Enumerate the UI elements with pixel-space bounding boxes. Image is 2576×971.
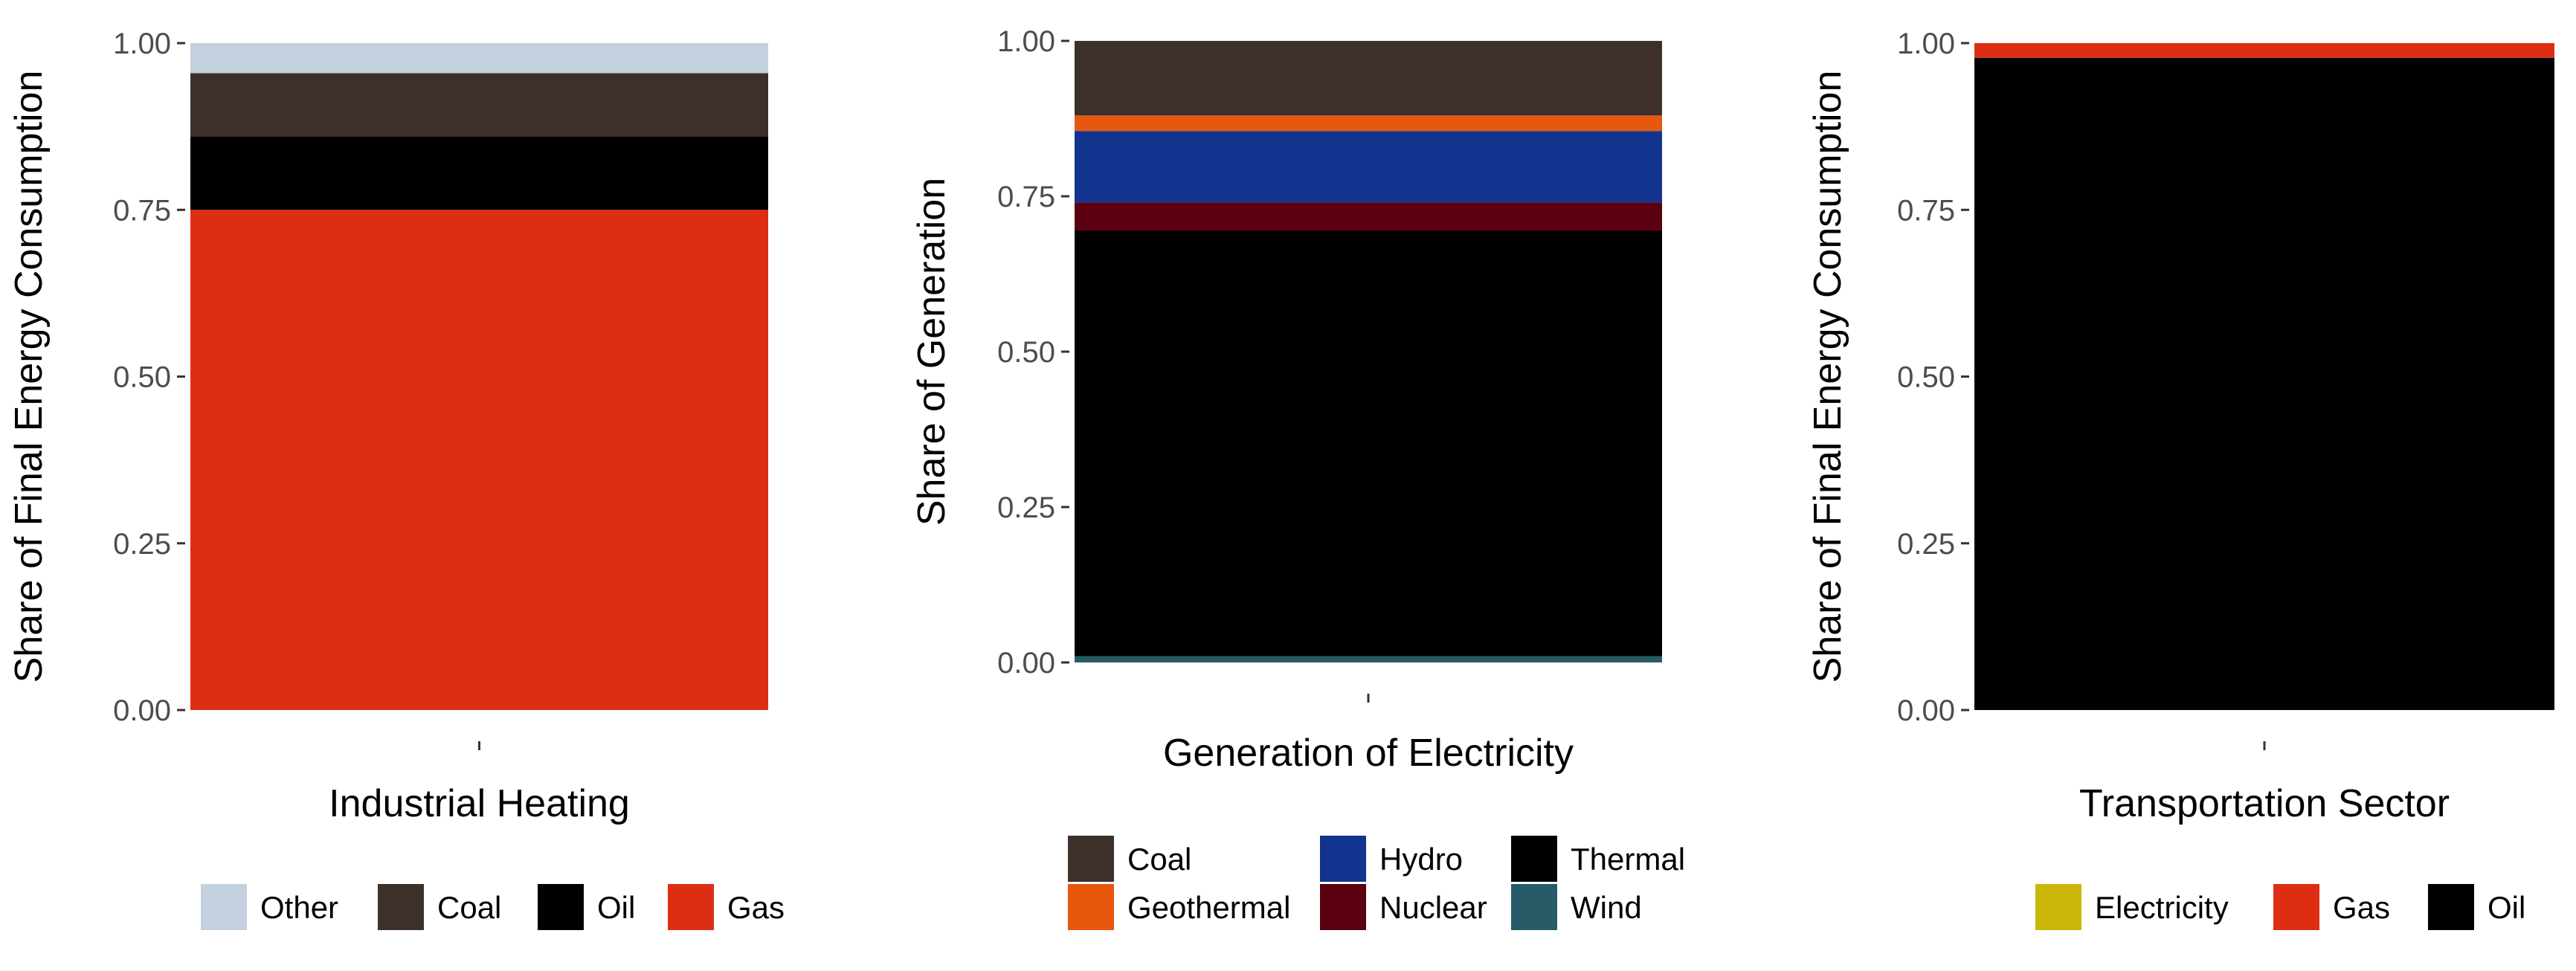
y-tick-label: 1.00 [1897,28,1955,60]
legend-key-nuclear [1320,884,1366,930]
y-axis-title: Share of Final Energy Consumption [1806,71,1849,683]
bar-segment-coal [1075,41,1662,116]
bar-segment-thermal [1075,230,1662,657]
legend-label-electricity: Electricity [2095,890,2229,925]
legend-label-oil: Oil [2488,890,2525,925]
legend-label-thermal: Thermal [1571,842,1685,877]
bar-segment-geothermal [1075,115,1662,132]
bar-segment-wind [1075,656,1662,662]
y-tick-label: 0.00 [1897,694,1955,727]
legend-key-coal [378,884,424,930]
bar-segment-oil [1974,57,2554,710]
y-tick-label: 1.00 [113,28,171,60]
chart-panel-2: 0.00 0.25 0.50 0.75 1.00 Share of Generation G… [910,25,1685,930]
legend-label-hydro: Hydro [1379,842,1463,877]
x-axis-title: Generation of Electricity [1163,732,1574,775]
y-tick-label: 0.75 [997,181,1055,213]
legend-key-other [201,884,247,930]
y-tick-label: 0.50 [1897,361,1955,394]
bar-segment-oil [190,136,768,210]
bar-segment-coal [190,73,768,137]
legend-label-other: Other [260,890,338,925]
chart-panel-3: 0.00 0.25 0.50 0.75 1.00 Share of Final Energ… [1806,28,2554,930]
legend-label-geothermal: Geothermal [1127,890,1290,925]
y-tick-label: 0.75 [1897,194,1955,227]
legend: Other Coal Oil Gas [201,884,785,930]
y-tick-label: 0.25 [113,528,171,561]
legend-label-wind: Wind [1571,890,1642,925]
chart-panel-1: 0.00 0.25 0.50 0.75 1.00 Share of Final Energ… [7,28,785,930]
legend: Electricity Gas Oil [2035,884,2525,930]
x-axis-title: Industrial Heating [329,782,630,825]
legend-label-coal: Coal [437,890,501,925]
bar-segment-nuclear [1075,202,1662,230]
y-tick-label: 1.00 [997,25,1055,58]
y-axis-title: Share of Generation [910,178,953,526]
legend-key-oil [2428,884,2474,930]
legend: Coal Hydro Thermal Geothermal Nuclear Wind [1068,836,1685,930]
x-axis-title: Transportation Sector [2079,782,2450,825]
y-axis-title: Share of Final Energy Consumption [7,71,51,683]
legend-key-oil [538,884,584,930]
y-tick-label: 0.75 [113,194,171,227]
legend-key-thermal [1511,836,1557,882]
legend-key-gas [2273,884,2319,930]
bar-segment-hydro [1075,131,1662,203]
legend-key-gas [668,884,714,930]
legend-label-nuclear: Nuclear [1379,890,1487,925]
y-tick-label: 0.50 [113,361,171,394]
bar-segment-gas [190,210,768,710]
bar-segment-gas [1974,43,2554,58]
legend-key-geothermal [1068,884,1114,930]
y-tick-label: 0.25 [997,491,1055,524]
legend-label-gas: Gas [2333,890,2390,925]
y-tick-label: 0.00 [997,647,1055,680]
y-tick-label: 0.25 [1897,528,1955,561]
legend-label-coal: Coal [1127,842,1191,877]
legend-key-wind [1511,884,1557,930]
legend-key-hydro [1320,836,1366,882]
legend-label-gas: Gas [727,890,785,925]
legend-key-electricity [2035,884,2081,930]
legend-label-oil: Oil [597,890,635,925]
bar-segment-other [190,43,768,74]
legend-key-coal [1068,836,1114,882]
y-tick-label: 0.50 [997,336,1055,369]
y-tick-label: 0.00 [113,694,171,727]
